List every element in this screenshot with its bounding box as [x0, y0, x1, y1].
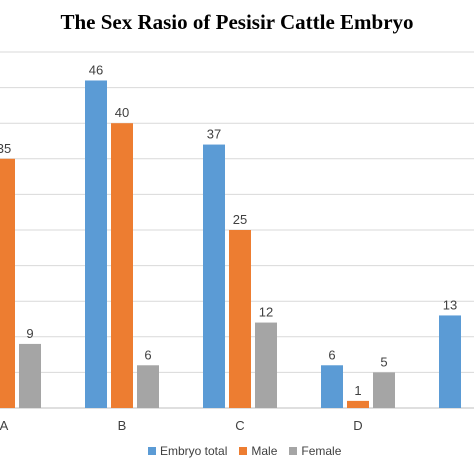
data-label: 9	[26, 326, 33, 341]
data-label: 13	[443, 297, 457, 312]
bar-embryo-total	[439, 315, 461, 408]
data-label: 40	[115, 105, 129, 120]
legend-item: Embryo total	[148, 444, 227, 458]
data-label: 6	[328, 347, 335, 362]
legend-swatch	[148, 447, 156, 455]
bar-female	[373, 372, 395, 408]
bar-male	[0, 158, 15, 408]
legend-swatch	[239, 447, 248, 455]
bar-female	[137, 365, 159, 408]
x-tick-label: D	[353, 418, 362, 433]
legend-swatch	[289, 447, 298, 455]
data-label: 37	[207, 127, 221, 142]
bar-male	[229, 230, 251, 408]
chart-title: The Sex Rasio of Pesisir Cattle Embryo	[60, 10, 414, 34]
data-label: 35	[0, 141, 11, 156]
data-label: 1	[354, 383, 361, 398]
legend-item: Female	[289, 444, 341, 458]
bar-female	[19, 343, 41, 408]
x-tick-label: B	[118, 418, 127, 433]
legend-label: Female	[301, 444, 342, 458]
legend-label: Embryo total	[160, 444, 228, 458]
bar-embryo-total	[321, 365, 343, 408]
bar-embryo-total	[203, 144, 225, 408]
data-label: 12	[259, 305, 273, 320]
legend-item: Male	[239, 444, 277, 458]
data-label: 46	[89, 62, 103, 77]
data-label: 25	[233, 212, 247, 227]
x-tick-label: C	[235, 418, 244, 433]
bar-embryo-total	[85, 80, 107, 408]
data-label: 5	[380, 354, 387, 369]
legend-label: Male	[251, 444, 278, 458]
bar-male	[347, 400, 369, 408]
bar-male	[111, 123, 133, 408]
data-label: 6	[144, 347, 151, 362]
chart-legend: Embryo total Male Female	[148, 444, 353, 458]
x-tick-label: A	[0, 418, 9, 433]
bar-female	[255, 322, 277, 408]
